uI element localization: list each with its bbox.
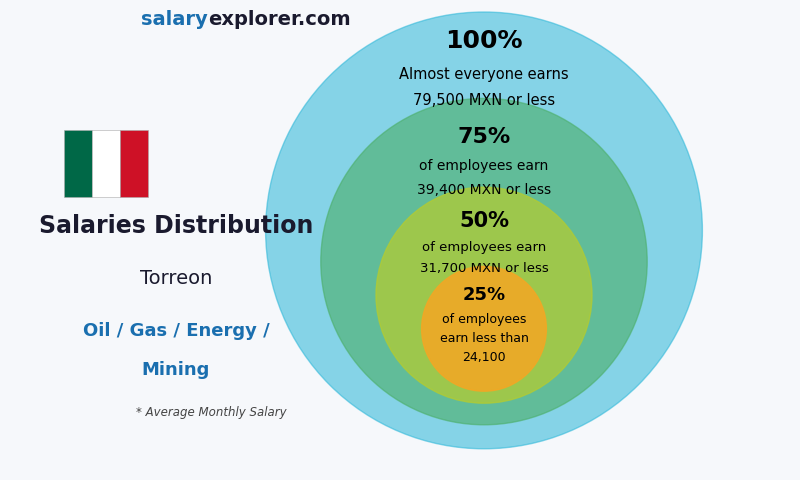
FancyBboxPatch shape <box>92 130 120 197</box>
Text: 50%: 50% <box>459 211 509 231</box>
Text: Almost everyone earns: Almost everyone earns <box>399 67 569 82</box>
FancyBboxPatch shape <box>120 130 148 197</box>
Text: of employees earn: of employees earn <box>419 158 549 173</box>
Circle shape <box>422 266 546 391</box>
Text: Torreon: Torreon <box>140 269 212 288</box>
Text: 24,100: 24,100 <box>462 351 506 364</box>
FancyBboxPatch shape <box>64 130 92 197</box>
Text: of employees earn: of employees earn <box>422 240 546 254</box>
Text: 100%: 100% <box>446 29 522 53</box>
Circle shape <box>266 12 702 449</box>
Circle shape <box>376 187 592 403</box>
Text: 31,700 MXN or less: 31,700 MXN or less <box>420 262 548 276</box>
Text: 75%: 75% <box>458 127 510 147</box>
Text: 25%: 25% <box>462 286 506 304</box>
Text: * Average Monthly Salary: * Average Monthly Salary <box>136 406 286 420</box>
Text: earn less than: earn less than <box>439 332 529 345</box>
Text: of employees: of employees <box>442 312 526 326</box>
Circle shape <box>321 98 647 425</box>
Text: Mining: Mining <box>142 360 210 379</box>
Text: 39,400 MXN or less: 39,400 MXN or less <box>417 182 551 197</box>
Text: Oil / Gas / Energy /: Oil / Gas / Energy / <box>82 322 270 340</box>
Text: salary: salary <box>142 10 208 29</box>
Text: 79,500 MXN or less: 79,500 MXN or less <box>413 93 555 108</box>
Text: Salaries Distribution: Salaries Distribution <box>39 214 313 238</box>
Text: explorer.com: explorer.com <box>208 10 350 29</box>
